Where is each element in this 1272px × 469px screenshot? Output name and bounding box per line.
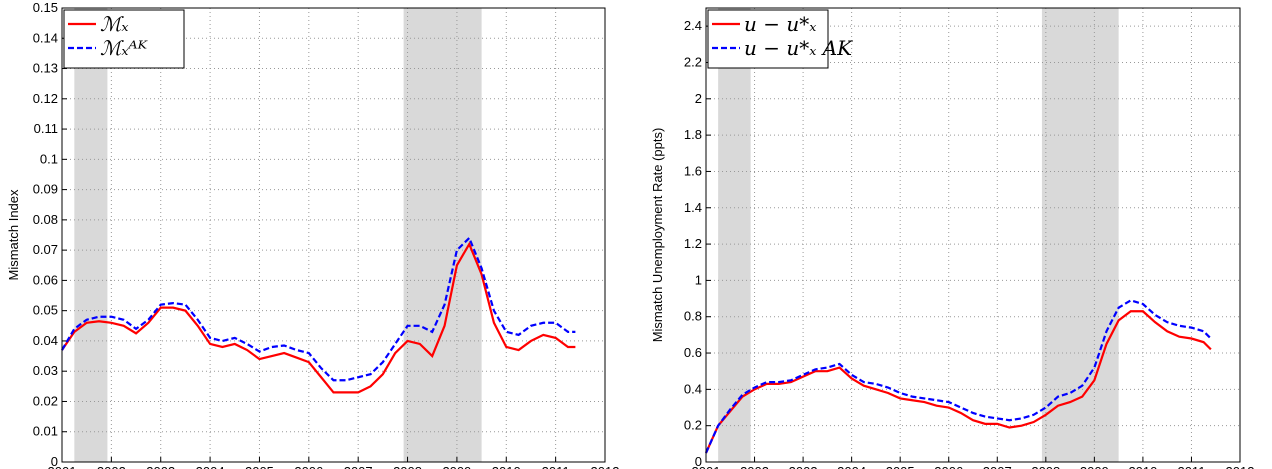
recession-band: [718, 8, 751, 462]
y-tick-label: 2: [695, 91, 702, 106]
x-tick-label: 2004: [837, 464, 866, 469]
legend-label: ℳₓ: [100, 12, 129, 36]
y-tick-label: 0.2: [684, 418, 702, 433]
y-axis-label: Mismatch Index: [6, 189, 21, 281]
y-tick-label: 0.15: [33, 0, 58, 15]
series-line: [61, 236, 576, 382]
frame: [61, 7, 606, 463]
x-tick-label: 2011: [1177, 464, 1205, 469]
x-tick-label: 2009: [1080, 464, 1109, 469]
y-tick-label: 0.8: [684, 309, 702, 324]
legend: u − u*ₓu − u*ₓ AK: [707, 9, 853, 69]
series-line: [61, 241, 576, 394]
x-tick-label: 2007: [344, 464, 373, 469]
series-line: [704, 310, 1212, 454]
x-tick-label: 2006: [934, 464, 963, 469]
y-tick-label: 0.02: [33, 393, 58, 408]
x-tick-label: 2002: [740, 464, 769, 469]
x-tick-label: 2001: [692, 464, 721, 469]
x-tick-label: 2002: [97, 464, 126, 469]
y-tick-label: 0.04: [33, 333, 58, 348]
x-tick-label: 2005: [886, 464, 915, 469]
y-tick-label: 0: [695, 454, 702, 469]
y-tick-label: 1.6: [684, 163, 702, 178]
x-tick-label: 2009: [442, 464, 471, 469]
frame: [705, 7, 1241, 463]
x-tick-label: 2007: [983, 464, 1012, 469]
y-tick-label: 0.1: [40, 151, 58, 166]
y-tick-label: 1.4: [684, 200, 702, 215]
x-tick-label: 2005: [245, 464, 274, 469]
y-tick-label: 0.09: [33, 182, 58, 197]
x-tick-label: 2008: [393, 464, 422, 469]
x-tick-label: 2012: [591, 464, 620, 469]
y-tick-label: 0.08: [33, 212, 58, 227]
series-line: [704, 299, 1212, 454]
y-tick-label: 2.2: [684, 54, 702, 69]
y-tick-label: 0.05: [33, 303, 58, 318]
x-tick-label: 2003: [789, 464, 818, 469]
y-tick-label: 0.13: [33, 61, 58, 76]
y-tick-label: 0.06: [33, 272, 58, 287]
x-tick-label: 2003: [146, 464, 175, 469]
chart: 0 0.01 0.02 0.03 0.04 0.05 0.06 0.07 0.08 0.09 0.1…: [6, 0, 619, 469]
x-tick-label: 2012: [1226, 464, 1255, 469]
legend-label: ℳₓᴬᴷ: [100, 36, 149, 60]
x-tick-label: 2001: [48, 464, 77, 469]
y-tick-label: 1.2: [684, 236, 702, 251]
y-tick-label: 0.6: [684, 345, 702, 360]
x-tick-label: 2010: [1128, 464, 1157, 469]
y-tick-label: 1: [695, 272, 702, 287]
recession-band: [74, 8, 108, 462]
y-tick-label: 1.8: [684, 127, 702, 142]
x-tick-label: 2011: [542, 464, 570, 469]
recession-band: [1041, 8, 1119, 462]
legend-label: u − u*ₓ: [744, 12, 816, 36]
legend-label: u − u*ₓ AK: [744, 36, 853, 60]
y-tick-label: 0: [51, 454, 58, 469]
y-tick-label: 2.4: [684, 18, 702, 33]
y-tick-label: 0.14: [33, 30, 58, 45]
y-tick-label: 0.07: [33, 242, 58, 257]
y-tick-label: 0.12: [33, 91, 58, 106]
x-tick-label: 2010: [492, 464, 521, 469]
y-tick-label: 0.01: [33, 424, 58, 439]
x-tick-label: 2004: [196, 464, 225, 469]
y-axis-label: Mismatch Unemployment Rate (ppts): [650, 128, 665, 343]
chart: 0 0.2 0.4 0.6 0.8 1 1.2 1.4 1.6 1.8 2 2.2 2.4 2001 200…: [650, 7, 1255, 469]
y-tick-label: 0.11: [34, 121, 58, 136]
y-tick-label: 0.4: [684, 381, 702, 396]
y-tick-label: 0.03: [33, 363, 58, 378]
legend-box: [707, 9, 829, 69]
legend-box: [63, 9, 185, 69]
x-tick-label: 2006: [294, 464, 323, 469]
recession-band: [403, 8, 482, 462]
x-tick-label: 2008: [1031, 464, 1060, 469]
